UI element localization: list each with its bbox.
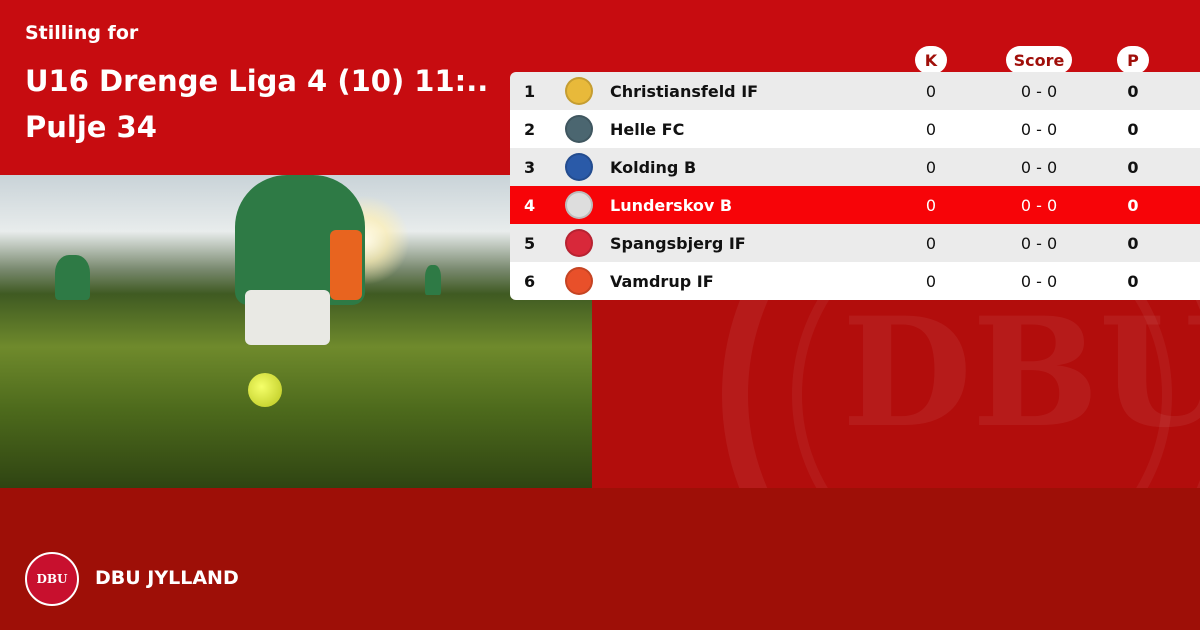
player bbox=[425, 265, 441, 295]
team-name[interactable]: Lunderskov B bbox=[610, 195, 733, 215]
team-name[interactable]: Christiansfeld IF bbox=[610, 81, 759, 101]
dbu-logo: DBU bbox=[25, 552, 79, 606]
score: 0 - 0 bbox=[1020, 233, 1058, 253]
team-name[interactable]: Kolding B bbox=[610, 157, 697, 177]
table-row[interactable]: 1 Christiansfeld IF 0 0 - 0 0 bbox=[510, 72, 1200, 110]
score: 0 - 0 bbox=[1020, 81, 1058, 101]
dbu-logo-text: DBU bbox=[36, 572, 68, 586]
team-logo-icon bbox=[565, 229, 593, 257]
table-row[interactable]: 6 Vamdrup IF 0 0 - 0 0 bbox=[510, 262, 1200, 300]
rank: 6 bbox=[524, 271, 536, 291]
points: 0 bbox=[1127, 271, 1139, 291]
dbu-watermark-icon: DBU bbox=[842, 285, 1200, 461]
team-logo-icon bbox=[565, 77, 593, 105]
score: 0 - 0 bbox=[1020, 119, 1058, 139]
football bbox=[248, 373, 282, 407]
points: 0 bbox=[1127, 81, 1139, 101]
matches-played: 0 bbox=[925, 157, 937, 177]
matches-played: 0 bbox=[925, 81, 937, 101]
rank: 5 bbox=[524, 233, 536, 253]
team-logo-icon bbox=[565, 153, 593, 181]
team-name[interactable]: Spangsbjerg IF bbox=[610, 233, 746, 253]
subtitle: Stilling for bbox=[25, 22, 139, 44]
rank: 3 bbox=[524, 157, 536, 177]
team-logo-icon bbox=[565, 115, 593, 143]
player bbox=[55, 255, 90, 300]
matches-played: 0 bbox=[925, 271, 937, 291]
team-name[interactable]: Helle FC bbox=[610, 119, 685, 139]
pool-name: Pulje 34 bbox=[25, 110, 157, 144]
page-title: U16 Drenge Liga 4 (10) 11:.. Pulje 34 bbox=[25, 58, 495, 150]
football-photo bbox=[0, 175, 592, 488]
points: 0 bbox=[1127, 157, 1139, 177]
league-name: U16 Drenge Liga 4 (10) 11:.. bbox=[25, 64, 489, 98]
brand-name: DBU JYLLAND bbox=[95, 567, 239, 589]
column-header-p: P bbox=[1117, 46, 1149, 74]
table-row[interactable]: 2 Helle FC 0 0 - 0 0 bbox=[510, 110, 1200, 148]
points: 0 bbox=[1127, 119, 1139, 139]
matches-played: 0 bbox=[925, 195, 937, 215]
column-header-k: K bbox=[915, 46, 947, 74]
rank: 2 bbox=[524, 119, 536, 139]
score: 0 - 0 bbox=[1020, 157, 1058, 177]
player-shorts bbox=[245, 290, 330, 345]
score: 0 - 0 bbox=[1020, 271, 1058, 291]
score: 0 - 0 bbox=[1020, 195, 1058, 215]
matches-played: 0 bbox=[925, 119, 937, 139]
points: 0 bbox=[1127, 233, 1139, 253]
matches-played: 0 bbox=[925, 233, 937, 253]
team-logo-icon bbox=[565, 267, 593, 295]
table-row[interactable]: 3 Kolding B 0 0 - 0 0 bbox=[510, 148, 1200, 186]
rank: 4 bbox=[524, 195, 536, 215]
table-row[interactable]: 4 Lunderskov B 0 0 - 0 0 bbox=[510, 186, 1200, 224]
table-row[interactable]: 5 Spangsbjerg IF 0 0 - 0 0 bbox=[510, 224, 1200, 262]
points: 0 bbox=[1127, 195, 1139, 215]
rank: 1 bbox=[524, 81, 536, 101]
column-header-score: Score bbox=[1006, 46, 1072, 74]
team-logo-icon bbox=[565, 191, 593, 219]
team-name[interactable]: Vamdrup IF bbox=[610, 271, 714, 291]
player-orange-bib bbox=[330, 230, 362, 300]
